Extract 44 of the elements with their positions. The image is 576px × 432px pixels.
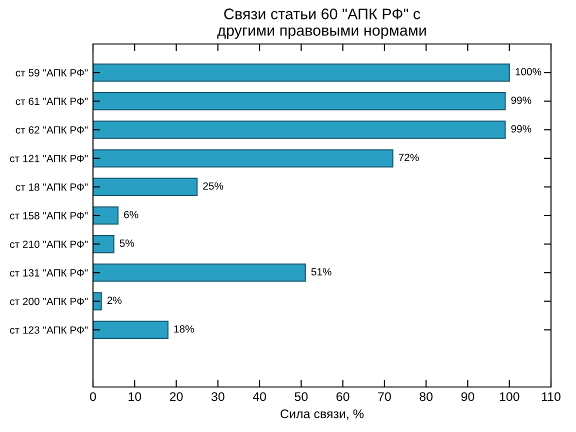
x-tick-label: 50	[294, 392, 308, 402]
bar	[93, 292, 102, 310]
bar	[93, 206, 119, 225]
bar	[93, 63, 510, 82]
y-tick-label: ст 59 "АПК РФ"	[16, 69, 88, 76]
x-tick-label: 80	[420, 392, 433, 402]
y-tick-label: ст 131 "АПК РФ"	[10, 269, 88, 277]
data-label: 99%	[511, 96, 532, 104]
bar	[93, 120, 506, 139]
data-label: 99%	[511, 125, 532, 133]
bar	[93, 264, 306, 282]
x-axis-title: Сила связи, %	[280, 409, 364, 420]
y-tick-label: ст 158 "АПК РФ"	[10, 212, 88, 220]
bar	[93, 92, 506, 110]
data-label: 18%	[174, 325, 194, 333]
y-tick-label: ст 210 "АПК РФ"	[10, 240, 88, 248]
y-tick-label: ст 200 "АПК РФ"	[10, 298, 88, 306]
x-tick-label: 90	[461, 392, 474, 402]
bar	[93, 234, 114, 254]
data-label: 6%	[124, 210, 138, 218]
x-tick-label: 30	[211, 392, 224, 402]
y-tick-label: ст 62 "АПК РФ"	[16, 126, 88, 134]
bar	[93, 178, 198, 196]
x-tick-label: 110	[542, 392, 560, 402]
data-label: 72%	[398, 154, 419, 162]
x-tick-label: 0	[90, 392, 96, 402]
y-tick-label: ст 18 "АПК РФ"	[16, 183, 88, 191]
data-label: 2%	[107, 296, 122, 304]
y-tick-label: ст 121 "АПК РФ"	[10, 154, 88, 162]
x-tick-label: 70	[378, 392, 391, 402]
x-tick-label: 40	[252, 392, 266, 402]
bar	[93, 149, 394, 168]
data-label: 100%	[516, 68, 542, 76]
bar	[93, 320, 168, 339]
x-tick-label: 100	[500, 392, 520, 402]
chart-title: Связи статьи 60 "АПК РФ" с другими правовыми нормами	[217, 8, 426, 39]
x-tick-label: 10	[128, 392, 142, 402]
data-label: 51%	[311, 268, 332, 276]
y-tick-label: ст 123 "АПК РФ"	[10, 326, 88, 334]
y-tick-label: ст 61 "АПК РФ"	[16, 98, 88, 106]
data-label: 5%	[120, 240, 134, 247]
data-label: 25%	[203, 182, 224, 190]
x-tick-label: 60	[336, 392, 350, 402]
x-tick-label: 20	[170, 392, 183, 402]
